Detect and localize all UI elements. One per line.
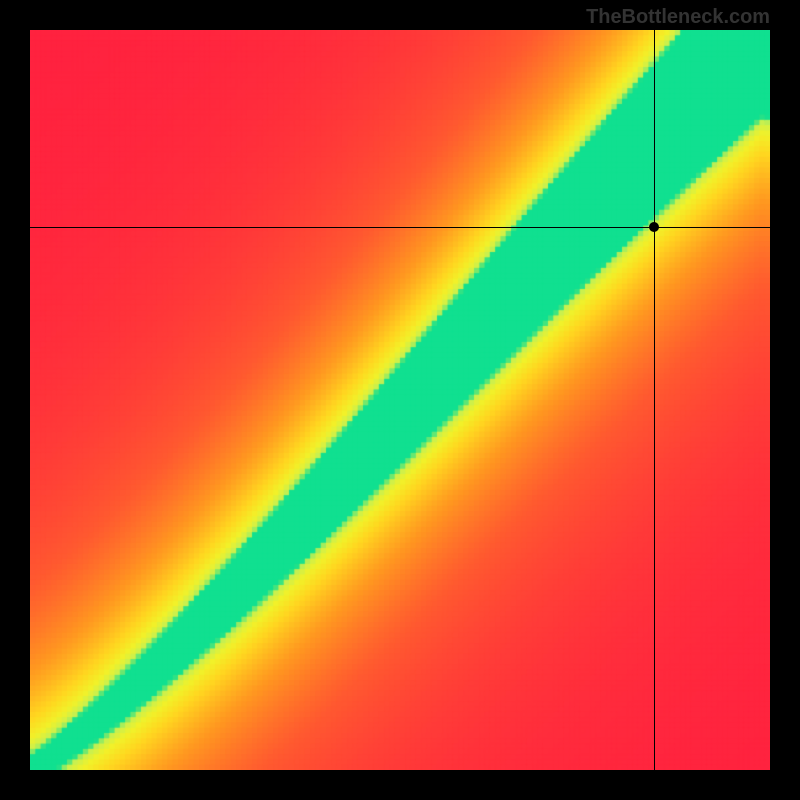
- bottleneck-heatmap: [30, 30, 770, 770]
- watermark-text: TheBottleneck.com: [586, 6, 770, 29]
